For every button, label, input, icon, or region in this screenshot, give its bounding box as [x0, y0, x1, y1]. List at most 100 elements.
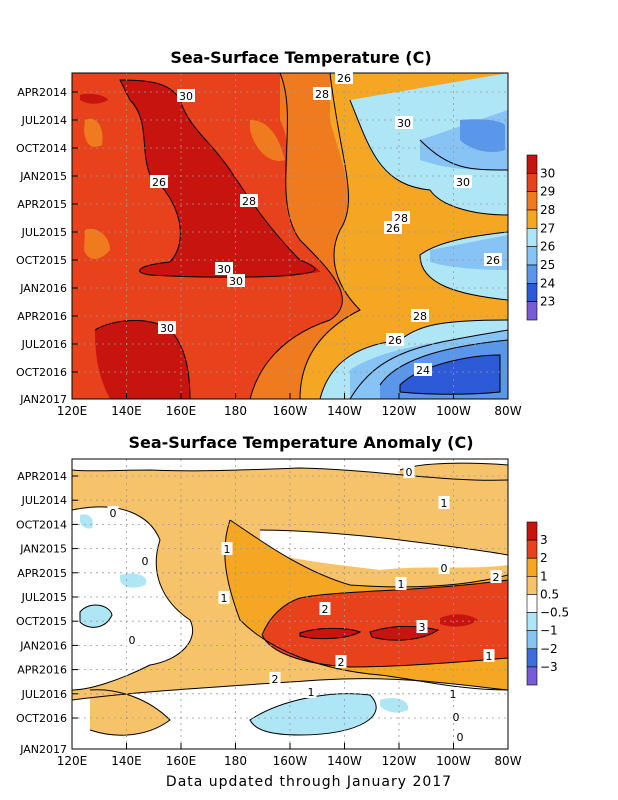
contour-label-bg — [447, 687, 459, 700]
anomaly-contour-labels: 0 0 1 1 0 0 1 2 1 2 3 2 1 2 1 1 0 0 0 — [107, 465, 502, 744]
y-tick-label: OCT2016 — [16, 712, 67, 725]
contour-label: 0 — [406, 466, 413, 479]
colorbar-label: 29 — [540, 185, 555, 199]
contour-label-bg — [414, 363, 432, 376]
contour-label-bg — [450, 710, 462, 723]
contour-label: 0 — [441, 562, 448, 575]
contour-label: 2 — [322, 603, 329, 616]
y-tick-label: JUL2015 — [21, 226, 67, 239]
y-tick-label: JUL2016 — [21, 338, 67, 351]
y-tick-label: JAN2016 — [19, 639, 67, 652]
colorbar-label: 3 — [540, 533, 548, 547]
sst-grid — [72, 73, 508, 399]
x-tick-label: 160E — [166, 754, 197, 768]
contour-label-bg — [240, 194, 258, 207]
contour-label-bg — [438, 496, 450, 509]
colorbar-segment — [526, 539, 538, 559]
contour-label: 30 — [217, 263, 231, 276]
colorbar-label: 27 — [540, 221, 555, 235]
x-tick-label: 120W — [382, 754, 417, 768]
colorbar-label: 2 — [540, 551, 548, 565]
contour-label: 30 — [456, 176, 470, 189]
contour-label-bg — [107, 506, 119, 519]
contour-label: 0 — [129, 634, 136, 647]
anomaly-contours — [72, 462, 508, 736]
anomaly-field — [72, 459, 508, 749]
x-tick-label: 160E — [166, 404, 197, 418]
colorbar-segment — [526, 557, 538, 577]
colorbar-segment — [526, 283, 538, 302]
contour-label-bg — [490, 570, 502, 583]
y-tick-label: APR2014 — [17, 86, 67, 99]
contour-label: 1 — [450, 688, 457, 701]
contour-label: 0 — [110, 507, 117, 520]
colorbar-segment — [526, 173, 538, 192]
colorbar-label: 24 — [540, 276, 555, 290]
colorbar-label: 25 — [540, 258, 555, 272]
y-tick-label: JUL2015 — [21, 591, 67, 604]
y-tick-label: APR2016 — [17, 664, 67, 677]
anomaly-grid — [72, 459, 508, 749]
contour-label-bg — [177, 89, 195, 102]
sst-field — [72, 73, 508, 399]
contour-label: 30 — [179, 90, 193, 103]
colorbar-label: −3 — [540, 660, 558, 674]
contour-label-bg — [416, 620, 428, 633]
contour-label-bg — [384, 221, 402, 234]
contour-label: 1 — [398, 578, 405, 591]
contour-label: 1 — [308, 686, 315, 699]
contour-label: 28 — [242, 195, 256, 208]
contour-label: 30 — [397, 117, 411, 130]
colorbar-segment — [526, 521, 538, 541]
y-tick-label: JAN2015 — [19, 170, 67, 183]
contour-label: 26 — [386, 222, 400, 235]
anomaly-y-ticks: APR2014 JUL2014 OCT2014 JAN2015 APR2015 JUL20… — [16, 470, 78, 756]
colorbar-label: 0.5 — [540, 587, 559, 601]
y-tick-label: JAN2015 — [19, 543, 67, 556]
x-tick-label: 140W — [327, 754, 362, 768]
contour-label: 1 — [441, 497, 448, 510]
contour-label-bg — [227, 274, 245, 287]
y-tick-label: APR2015 — [17, 198, 67, 211]
sst-x-ticks: 120E 140E 160E 180 160W 140W 120W 100W 80W — [57, 393, 522, 418]
y-tick-label: APR2015 — [17, 567, 67, 580]
colorbar-segment — [526, 666, 538, 686]
x-tick-label: 120E — [57, 754, 88, 768]
contour-label-bg — [221, 542, 233, 555]
contour-label-bg — [126, 633, 138, 646]
colorbar-label: −0.5 — [540, 606, 569, 620]
sst-y-ticks: APR2014 JUL2014 OCT2014 JAN2015 APR2015 JUL20… — [16, 86, 78, 406]
contour-label: 1 — [221, 592, 228, 605]
colorbar-segment — [526, 228, 538, 247]
colorbar-label: −2 — [540, 642, 558, 656]
contour-label-bg — [386, 333, 404, 346]
x-tick-label: 100W — [436, 404, 471, 418]
contour-label: 3 — [419, 621, 426, 634]
colorbar-segment — [526, 246, 538, 266]
colorbar-segment — [526, 191, 538, 211]
colorbar-segment — [526, 594, 538, 613]
y-tick-label: JAN2017 — [19, 393, 67, 406]
contour-label: 0 — [142, 555, 149, 568]
contour-label-bg — [335, 655, 347, 668]
contour-label-bg — [403, 465, 415, 478]
contour-label: 28 — [315, 88, 329, 101]
x-tick-label: 140W — [327, 404, 362, 418]
y-tick-label: OCT2016 — [16, 366, 67, 379]
y-tick-label: JAN2017 — [19, 743, 67, 756]
contour-label: 1 — [224, 543, 231, 556]
y-tick-label: JUL2014 — [21, 114, 67, 127]
anomaly-x-ticks: 120E 140E 160E 180 160W 140W 120W 100W 80W — [57, 743, 522, 768]
x-tick-label: 140E — [111, 404, 142, 418]
x-tick-label: 160W — [273, 754, 308, 768]
colorbar-segment — [526, 154, 538, 174]
contour-label-bg — [218, 591, 230, 604]
colorbar-segment — [526, 209, 538, 229]
x-tick-label: 80W — [494, 754, 521, 768]
contour-label: 30 — [229, 275, 243, 288]
colorbar-label: 23 — [540, 295, 555, 309]
contour-label-bg — [454, 175, 472, 188]
colorbar-label: 1 — [540, 569, 548, 583]
x-tick-label: 180 — [224, 754, 247, 768]
